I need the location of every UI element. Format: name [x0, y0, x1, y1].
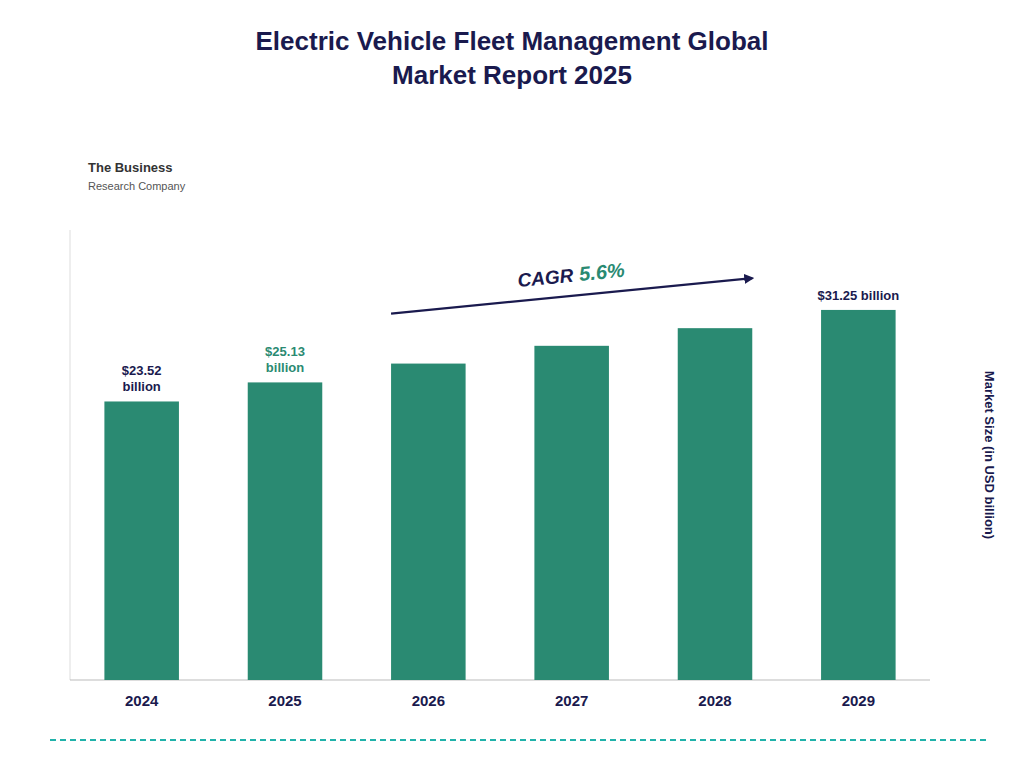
bar	[534, 346, 609, 680]
bar	[104, 401, 179, 680]
chart: Electric Vehicle Fleet Management Global…	[0, 0, 1024, 768]
cagr-value: 5.6%	[578, 259, 626, 285]
x-tick-label: 2028	[698, 692, 731, 709]
x-tick-label: 2024	[125, 692, 159, 709]
cagr-text: CAGR5.6%	[516, 259, 625, 291]
value-annotation: $25.13billion	[265, 344, 305, 375]
chart-container: Electric Vehicle Fleet Management Global…	[0, 0, 1024, 768]
footer-rule	[50, 739, 990, 741]
value-annotation: $31.25 billion	[818, 288, 900, 303]
x-axis-line	[70, 680, 930, 681]
x-tick-label: 2026	[412, 692, 445, 709]
bar	[391, 364, 466, 680]
y-axis-line	[70, 230, 71, 680]
y-axis-label: Market Size (in USD billion)	[982, 371, 997, 539]
value-annotation: $23.52billion	[122, 363, 162, 394]
x-tick-label: 2027	[555, 692, 588, 709]
logo-subtext: Research Company	[88, 180, 186, 192]
x-tick-label: 2025	[268, 692, 301, 709]
title: Electric Vehicle Fleet Management Global…	[256, 26, 769, 90]
bars	[104, 310, 895, 680]
bar	[678, 328, 753, 680]
logo-text: The Business	[88, 160, 173, 175]
cagr-label: CAGR	[516, 265, 574, 291]
bar	[248, 382, 323, 680]
bar	[821, 310, 896, 680]
x-tick-label: 2029	[842, 692, 875, 709]
